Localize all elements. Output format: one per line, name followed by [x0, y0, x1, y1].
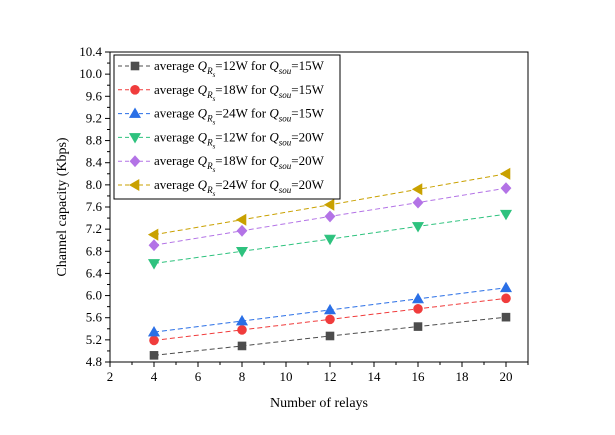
data-point — [237, 325, 247, 335]
legend-label: average QRs=18W for Qsou=20W — [154, 153, 325, 174]
data-point — [323, 198, 335, 211]
legend-item: average QRs=12W for Qsou=20W — [118, 129, 325, 150]
data-point — [147, 228, 159, 241]
data-point — [411, 222, 425, 233]
x-tick-label: 8 — [239, 369, 246, 384]
x-axis: 2 4 6 8 10 12 14 16 18 20 — [107, 362, 529, 384]
legend-box — [113, 54, 341, 200]
data-point — [413, 304, 423, 314]
y-tick-label: 5.2 — [86, 332, 102, 347]
y-tick-label: 10.4 — [79, 44, 102, 59]
series-1 — [149, 312, 511, 360]
series-5 — [148, 182, 512, 252]
data-point — [323, 303, 337, 315]
y-tick-label: 8.8 — [86, 133, 102, 148]
data-point — [237, 341, 247, 351]
data-point — [236, 224, 248, 237]
legend-item: average QRs=24W for Qsou=20W — [118, 177, 325, 198]
y-tick-label: 10.0 — [79, 66, 102, 81]
data-point — [500, 182, 512, 195]
data-point — [149, 351, 159, 360]
legend-label: average QRs=24W for Qsou=20W — [154, 177, 325, 198]
legend-item: average QRs=24W for Qsou=15W — [118, 106, 325, 127]
data-point — [324, 210, 336, 223]
data-point — [499, 167, 511, 180]
legend: average QRs=12W for Qsou=15W average QRs=… — [113, 54, 341, 200]
x-tick-label: 2 — [107, 369, 114, 384]
y-tick-label: 6.4 — [86, 265, 103, 280]
x-tick-label: 18 — [456, 369, 469, 384]
x-tick-label: 4 — [151, 369, 158, 384]
series-layer — [147, 167, 513, 360]
legend-marker — [129, 155, 141, 168]
x-axis-label: Number of relays — [270, 396, 368, 411]
data-point — [412, 196, 424, 209]
y-tick-label: 5.6 — [86, 310, 103, 325]
data-point — [501, 293, 511, 304]
legend-item: average QRs=18W for Qsou=20W — [118, 153, 325, 174]
y-axis: 4.8 5.2 5.6 6.0 6.4 6.8 7.2 7.6 8.0 8.4 8.8 9.2 9.6 1… — [79, 44, 110, 369]
series-2 — [149, 293, 511, 346]
legend-label: average QRs=12W for Qsou=15W — [154, 58, 325, 79]
series-3 — [147, 281, 513, 337]
y-tick-label: 7.2 — [86, 221, 102, 236]
y-tick-label: 7.6 — [86, 199, 103, 214]
y-tick-label: 8.0 — [86, 177, 102, 192]
legend-label: average QRs=18W for Qsou=15W — [154, 82, 325, 103]
data-point — [325, 314, 335, 325]
legend-marker — [130, 85, 140, 95]
data-point — [411, 292, 425, 304]
legend-marker — [128, 107, 142, 118]
y-tick-label: 6.8 — [86, 243, 102, 258]
x-tick-label: 20 — [500, 369, 513, 384]
x-tick-label: 12 — [324, 369, 337, 384]
data-point — [499, 209, 513, 221]
data-point — [235, 213, 247, 226]
legend-marker — [128, 178, 140, 192]
data-point — [413, 322, 423, 331]
series-6 — [147, 167, 511, 241]
y-tick-label: 4.8 — [86, 354, 102, 369]
x-tick-label: 10 — [280, 369, 293, 384]
data-point — [499, 281, 513, 293]
legend-item: average QRs=12W for Qsou=15W — [118, 58, 325, 79]
legend-item: average QRs=18W for Qsou=15W — [118, 82, 325, 103]
data-point — [323, 234, 337, 246]
legend-marker — [130, 61, 140, 71]
data-point — [411, 183, 423, 196]
data-point — [235, 314, 249, 326]
y-tick-label: 8.4 — [86, 155, 103, 170]
y-tick-label: 6.0 — [86, 288, 102, 303]
data-point — [235, 246, 249, 258]
legend-label: average QRs=12W for Qsou=20W — [154, 129, 325, 150]
legend-marker — [128, 133, 142, 144]
y-tick-label: 9.6 — [86, 88, 103, 103]
data-point — [501, 312, 511, 322]
data-point — [149, 335, 159, 346]
data-point — [147, 326, 161, 337]
series-4 — [147, 209, 513, 270]
x-tick-label: 14 — [368, 369, 382, 384]
x-tick-label: 16 — [412, 369, 426, 384]
y-axis-label: Channel capacity (Kbps) — [55, 137, 70, 277]
data-point — [325, 331, 335, 341]
data-point — [147, 259, 161, 270]
legend-label: average QRs=24W for Qsou=15W — [154, 106, 325, 127]
x-tick-label: 6 — [195, 369, 202, 384]
y-tick-label: 9.2 — [86, 110, 102, 125]
data-point — [148, 239, 160, 252]
